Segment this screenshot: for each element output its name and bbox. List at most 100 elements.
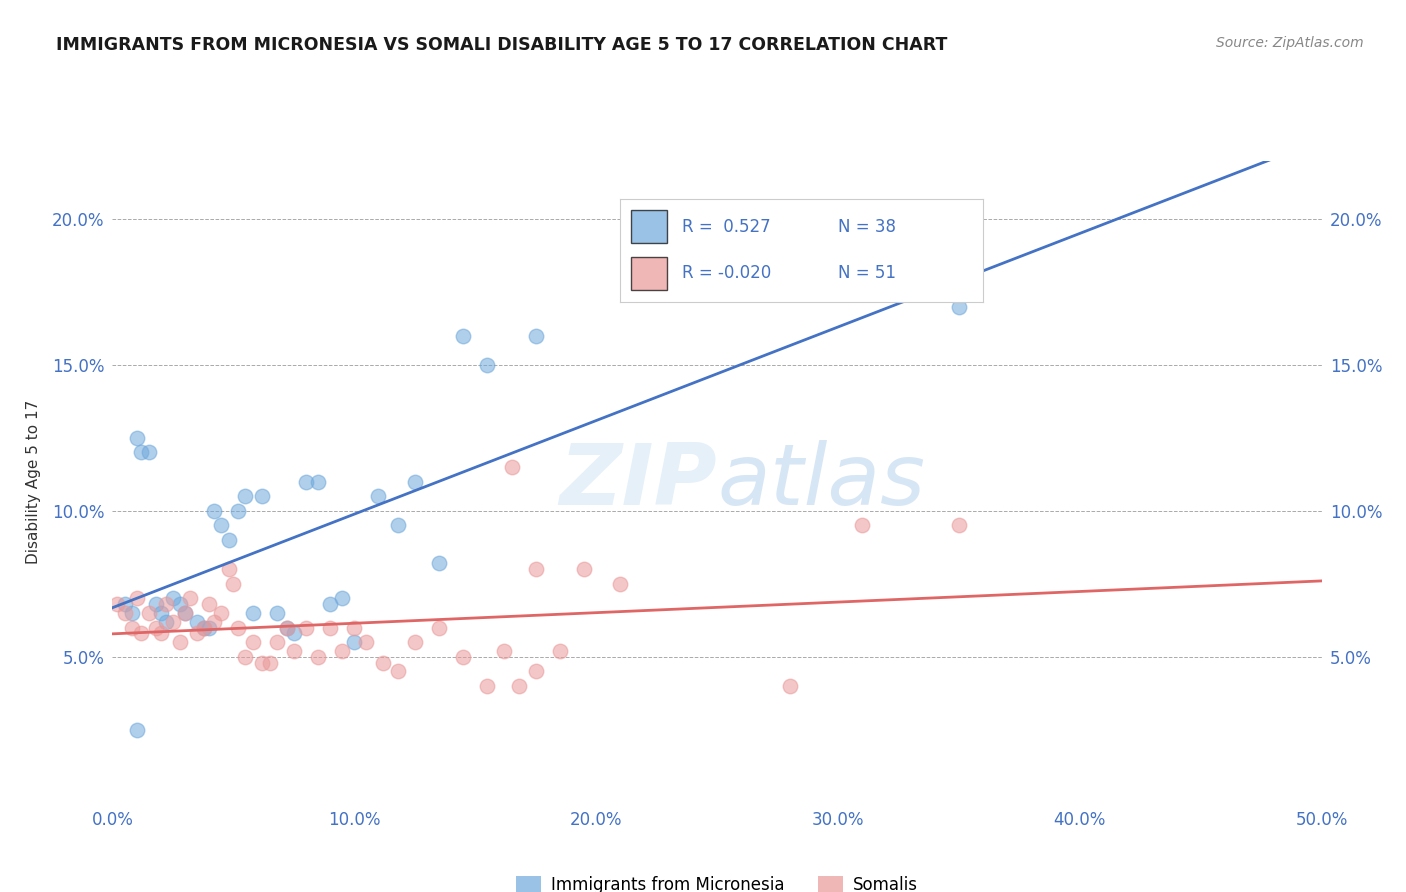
Point: [494, 644, 516, 658]
Point: [387, 665, 409, 679]
Point: [193, 621, 215, 635]
Point: [367, 489, 389, 503]
Point: [524, 665, 547, 679]
Point: [948, 518, 970, 533]
Point: [174, 606, 197, 620]
Point: [162, 591, 184, 606]
Point: [427, 557, 450, 571]
Point: [242, 635, 264, 649]
Text: R = -0.020: R = -0.020: [682, 264, 772, 282]
Point: [125, 431, 148, 445]
Point: [145, 621, 167, 635]
Point: [186, 615, 208, 629]
Point: [356, 635, 378, 649]
Point: [477, 358, 499, 372]
Point: [451, 649, 474, 664]
Point: [307, 475, 329, 489]
Point: [149, 606, 172, 620]
Point: [548, 644, 571, 658]
Point: [226, 504, 249, 518]
Text: IMMIGRANTS FROM MICRONESIA VS SOMALI DISABILITY AGE 5 TO 17 CORRELATION CHART: IMMIGRANTS FROM MICRONESIA VS SOMALI DIS…: [56, 36, 948, 54]
Point: [266, 606, 288, 620]
Point: [427, 621, 450, 635]
Point: [138, 606, 160, 620]
Point: [252, 489, 274, 503]
Point: [121, 606, 143, 620]
Point: [373, 656, 395, 670]
Point: [524, 328, 547, 343]
Point: [295, 621, 318, 635]
Text: R =  0.527: R = 0.527: [682, 218, 770, 235]
Point: [198, 597, 221, 611]
Text: ZIP: ZIP: [560, 440, 717, 524]
Point: [226, 621, 249, 635]
Y-axis label: Disability Age 5 to 17: Disability Age 5 to 17: [25, 400, 41, 564]
Point: [218, 562, 240, 576]
Point: [125, 591, 148, 606]
Point: [235, 489, 257, 503]
Point: [242, 606, 264, 620]
Point: [451, 328, 474, 343]
Point: [235, 649, 257, 664]
Point: [948, 300, 970, 314]
Point: [404, 635, 426, 649]
Point: [131, 626, 153, 640]
Point: [609, 577, 631, 591]
Text: atlas: atlas: [717, 440, 925, 524]
Point: [209, 606, 232, 620]
Point: [387, 518, 409, 533]
Point: [114, 606, 136, 620]
Point: [330, 591, 353, 606]
Text: N = 38: N = 38: [838, 218, 896, 235]
Point: [259, 656, 281, 670]
Point: [125, 723, 148, 737]
Point: [218, 533, 240, 547]
Point: [114, 597, 136, 611]
Point: [343, 621, 366, 635]
Point: [404, 475, 426, 489]
Legend: Immigrants from Micronesia, Somalis: Immigrants from Micronesia, Somalis: [509, 869, 925, 892]
Point: [105, 597, 128, 611]
Point: [501, 460, 523, 475]
Point: [169, 597, 191, 611]
Point: [343, 635, 366, 649]
FancyBboxPatch shape: [631, 211, 668, 244]
Point: [162, 615, 184, 629]
Point: [266, 635, 288, 649]
Point: [851, 518, 873, 533]
Point: [155, 615, 177, 629]
Point: [283, 644, 305, 658]
Point: [319, 621, 342, 635]
Point: [477, 679, 499, 693]
Point: [198, 621, 221, 635]
Point: [276, 621, 298, 635]
Point: [193, 621, 215, 635]
FancyBboxPatch shape: [631, 257, 668, 290]
Point: [121, 621, 143, 635]
Point: [174, 606, 197, 620]
Point: [330, 644, 353, 658]
Point: [307, 649, 329, 664]
Point: [222, 577, 245, 591]
Point: [179, 591, 201, 606]
Point: [186, 626, 208, 640]
Point: [295, 475, 318, 489]
Point: [155, 597, 177, 611]
Point: [202, 504, 225, 518]
Point: [779, 679, 801, 693]
Text: Source: ZipAtlas.com: Source: ZipAtlas.com: [1216, 36, 1364, 50]
Point: [149, 626, 172, 640]
Point: [131, 445, 153, 459]
Point: [572, 562, 595, 576]
Point: [283, 626, 305, 640]
Point: [202, 615, 225, 629]
Point: [524, 562, 547, 576]
Point: [145, 597, 167, 611]
Point: [252, 656, 274, 670]
Point: [319, 597, 342, 611]
Text: N = 51: N = 51: [838, 264, 896, 282]
Point: [209, 518, 232, 533]
Point: [276, 621, 298, 635]
Point: [169, 635, 191, 649]
Point: [508, 679, 530, 693]
